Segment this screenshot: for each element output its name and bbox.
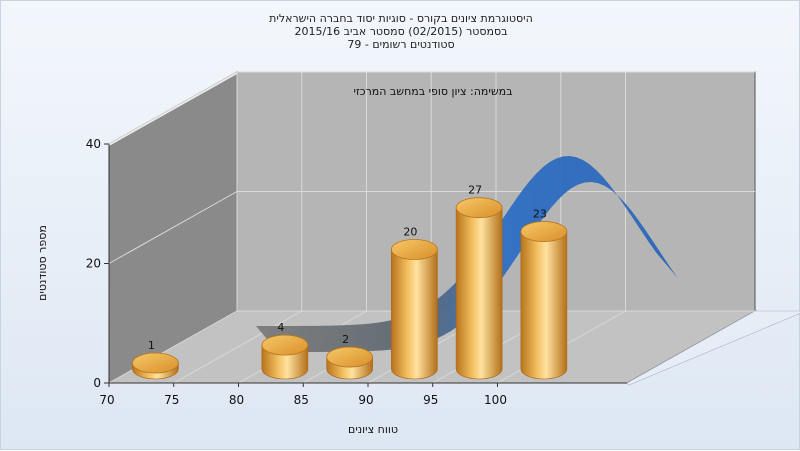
grid-line-left-1 <box>108 191 238 264</box>
y-axis-title: מספר סטודנטים <box>36 225 49 301</box>
x-tick-label-1: 75 <box>164 393 179 407</box>
grid-line-floor-1 <box>173 310 302 384</box>
histogram-bar-85 <box>326 346 374 380</box>
grid-line-floor-0 <box>108 310 238 384</box>
grid-line-left-2 <box>108 71 238 145</box>
x-tick-label-3: 85 <box>294 393 309 407</box>
bar-cap-90 <box>390 239 438 260</box>
chart-title-line-1: היסטוגרמת ציונים בקורס - סוגיות יסוד בחב… <box>269 12 533 25</box>
histogram-bar-80 <box>261 334 309 380</box>
chart-title-block: היסטוגרמת ציונים בקורס - סוגיות יסוד בחב… <box>1 12 800 51</box>
bar-cap-95 <box>455 197 503 219</box>
y-tick-label-1: 20 <box>86 257 101 271</box>
x-tick-label-2: 80 <box>229 393 244 407</box>
data-label-100: 23 <box>533 208 547 221</box>
y-tick-label-2: 40 <box>86 137 101 151</box>
x-axis-title: טווח ציונים <box>348 423 398 436</box>
histogram-bar-90 <box>390 239 438 380</box>
x-axis-ticks: 70 75 80 85 90 95 100 <box>99 383 507 407</box>
x-tick-label-6: 100 <box>484 393 507 407</box>
bar-cap-100 <box>520 221 568 242</box>
y-tick-label-0: 0 <box>93 376 101 390</box>
bar-body-100 <box>520 231 568 380</box>
data-label-80: 4 <box>277 321 284 334</box>
histogram-bar-70 <box>131 352 179 380</box>
bar-cap-85 <box>326 346 374 368</box>
x-tick-label-5: 95 <box>423 393 438 407</box>
data-labels: 1 4 2 20 27 23 <box>148 184 547 352</box>
chart-subtitle: במשימה: ציון סופי במחשב המרכזי <box>353 85 512 98</box>
bar-cap-80 <box>261 334 309 356</box>
histogram-bar-95 <box>455 197 503 380</box>
bar-body-95 <box>455 207 503 380</box>
bar-body-90 <box>391 249 438 380</box>
histogram-bars <box>131 197 568 380</box>
x-tick-label-0: 70 <box>99 393 114 407</box>
chart-title-line-3: סטודנטים רשומים - 79 <box>347 38 455 51</box>
x-tick-label-4: 90 <box>358 393 373 407</box>
data-label-70: 1 <box>148 339 155 352</box>
histogram-bar-100 <box>520 221 568 380</box>
data-label-90: 20 <box>403 226 417 239</box>
chart-title-line-2: בסמסטר (02/2015) סמסטר אביב 2015/16 <box>294 25 508 38</box>
y-axis-ticks: 0 20 40 <box>86 137 109 390</box>
bar-cap-70 <box>131 352 179 374</box>
data-label-85: 2 <box>342 333 349 346</box>
plot-floor-edge <box>626 310 800 386</box>
data-label-95: 27 <box>468 184 482 197</box>
